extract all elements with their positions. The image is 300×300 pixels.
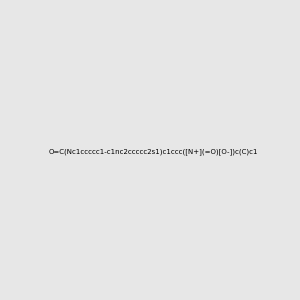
Text: O=C(Nc1ccccc1-c1nc2ccccc2s1)c1ccc([N+](=O)[O-])c(C)c1: O=C(Nc1ccccc1-c1nc2ccccc2s1)c1ccc([N+](=… (49, 148, 259, 155)
